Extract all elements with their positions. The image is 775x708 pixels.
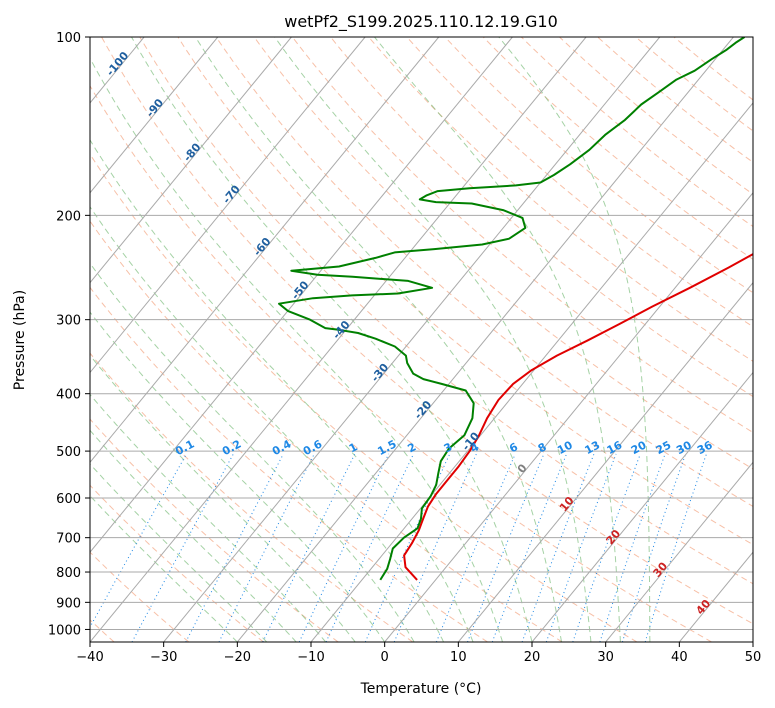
plot-frame bbox=[89, 36, 754, 643]
mixing-ratio-line bbox=[491, 453, 568, 642]
mixing-ratio-label: 10 bbox=[555, 438, 575, 457]
y-tick-label: 200 bbox=[56, 209, 81, 224]
x-tick-label: −10 bbox=[297, 650, 324, 665]
dry-adiabat bbox=[177, 37, 753, 546]
x-tick-label: 20 bbox=[524, 650, 541, 665]
moist-adiabat bbox=[131, 37, 533, 642]
isotherm-line bbox=[163, 37, 661, 642]
sounding-lines bbox=[278, 37, 753, 581]
dry-adiabat bbox=[90, 418, 339, 642]
moist-adiabat bbox=[90, 262, 415, 642]
chart-title: wetPf2_S199.2025.110.12.19.G10 bbox=[284, 12, 558, 32]
y-tick-label: 1000 bbox=[48, 623, 81, 638]
y-tick-label: 500 bbox=[56, 445, 81, 460]
mixing-ratio-line bbox=[621, 453, 687, 642]
x-tick-label: 40 bbox=[671, 650, 688, 665]
mixing-ratio-label: 25 bbox=[654, 438, 674, 457]
x-axis-label: Temperature (°C) bbox=[360, 681, 482, 697]
moist-adiabat bbox=[498, 37, 651, 642]
moist-adiabat bbox=[90, 393, 327, 642]
mixing-ratio-line bbox=[644, 453, 707, 642]
dewpoint-line bbox=[278, 37, 746, 581]
moist-adiabat bbox=[90, 354, 356, 642]
isotherm-line bbox=[457, 281, 753, 642]
isotherm-line bbox=[90, 37, 440, 464]
x-tick-label: 30 bbox=[597, 650, 614, 665]
x-tick-label: −30 bbox=[150, 650, 177, 665]
moist-adiabat bbox=[90, 495, 238, 642]
isotherm-line bbox=[90, 37, 513, 553]
x-tick-label: −20 bbox=[224, 650, 251, 665]
dry-adiabat bbox=[90, 220, 563, 642]
mixing-ratio-label: 13 bbox=[583, 438, 603, 457]
dry-adiabat bbox=[444, 37, 753, 294]
y-tick-label: 800 bbox=[56, 566, 81, 581]
x-tick-label: 0 bbox=[381, 650, 389, 665]
moist-adiabat bbox=[274, 37, 592, 642]
y-tick-label: 100 bbox=[56, 31, 81, 46]
isotherm-line bbox=[605, 461, 753, 642]
temperature-line bbox=[403, 252, 753, 581]
mixing-ratio-label: 36 bbox=[695, 438, 715, 457]
dry-adiabat bbox=[90, 153, 638, 642]
mixing-ratio-label: 20 bbox=[629, 438, 649, 457]
mixing-ratio-line bbox=[325, 453, 414, 642]
moist-adiabat bbox=[374, 37, 621, 642]
mixing-ratio-line bbox=[599, 453, 666, 642]
moist-adiabat bbox=[90, 205, 445, 642]
mixing-ratio-line bbox=[521, 453, 595, 642]
isotherm-line bbox=[236, 37, 734, 642]
mixing-ratio-line bbox=[185, 453, 284, 642]
isotherm-line bbox=[384, 192, 753, 642]
dry-adiabat bbox=[482, 37, 753, 260]
mixing-ratio-label: 30 bbox=[674, 438, 694, 457]
dry-adiabat bbox=[101, 37, 753, 625]
mixing-ratio-line bbox=[467, 453, 545, 642]
y-tick-label: 600 bbox=[56, 492, 81, 507]
isotherm-line bbox=[531, 371, 753, 642]
dry-adiabat bbox=[292, 37, 753, 433]
isotherm-line bbox=[90, 37, 292, 284]
dry-adiabat bbox=[406, 37, 753, 328]
y-axis-label: Pressure (hPa) bbox=[12, 290, 28, 390]
background-lines bbox=[90, 37, 753, 642]
mixing-ratio-label: 16 bbox=[605, 438, 625, 457]
dry-adiabat bbox=[90, 84, 712, 642]
x-tick-label: 50 bbox=[745, 650, 762, 665]
isotherm-line bbox=[90, 37, 587, 642]
dry-adiabat bbox=[215, 37, 753, 508]
x-tick-label: −40 bbox=[76, 650, 103, 665]
isotherm-line bbox=[310, 102, 753, 642]
isotherm-line bbox=[90, 37, 366, 374]
moist-adiabat bbox=[90, 57, 503, 642]
dry-adiabat bbox=[253, 37, 753, 470]
dry-adiabat bbox=[330, 37, 753, 398]
y-tick-label: 400 bbox=[56, 388, 81, 403]
y-tick-label: 700 bbox=[56, 532, 81, 547]
moist-adiabat bbox=[90, 139, 474, 642]
dry-adiabat bbox=[90, 286, 488, 642]
y-tick-label: 300 bbox=[56, 314, 81, 329]
moist-adiabat bbox=[194, 37, 562, 642]
axis-ticks: −40 −30 −20 −10 0 10 20 30 40 50 1000 900 800 700 600 5… bbox=[48, 31, 761, 665]
moist-adiabat bbox=[90, 311, 386, 642]
mixing-ratio-line bbox=[262, 453, 356, 642]
isotherm-line bbox=[90, 37, 219, 194]
y-tick-label: 900 bbox=[56, 596, 81, 611]
x-tick-label: 10 bbox=[450, 650, 467, 665]
